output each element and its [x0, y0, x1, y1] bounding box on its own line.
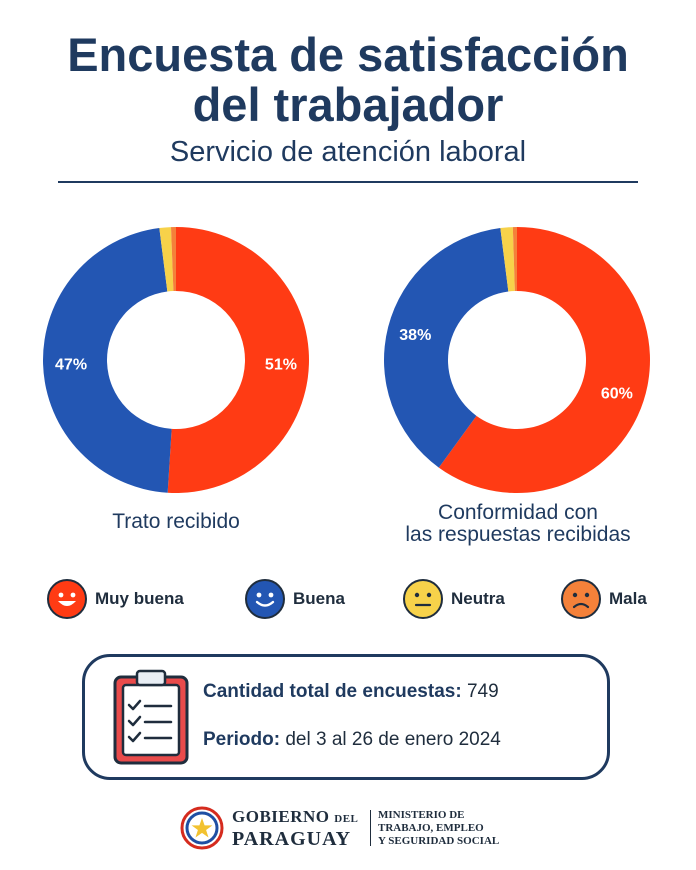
legend-label-buena: Buena [293, 589, 345, 608]
chart-1-label-line: Trato recibido [112, 510, 240, 533]
gob-del: DEL [334, 813, 359, 825]
chart-2-slice-neutra [500, 227, 515, 292]
sad-face-icon [561, 579, 601, 619]
min-line-2: TRABAJO, EMPLEO [378, 822, 484, 834]
chart-2-label-line-1: Conformidad con [438, 501, 598, 524]
chart-1-label: Trato recibido [56, 511, 296, 533]
paraguay-seal-icon [180, 806, 224, 850]
page-title: Encuesta de satisfacción del trabajador [0, 30, 696, 130]
legend-label-muy-buena: Muy buena [95, 589, 184, 608]
min-line-3: Y SEGURIDAD SOCIAL [378, 835, 500, 847]
chart-2-slice-muy-buena [438, 227, 650, 493]
survey-period-value: del 3 al 26 de enero 2024 [285, 729, 501, 750]
chart-2-data-label-1: 60% [601, 385, 633, 402]
title-divider [58, 181, 638, 183]
footer-logos: GOBIERNO DEL PARAGUAY MINISTERIO DE TRAB… [180, 806, 540, 850]
total-surveys-value: 749 [466, 681, 499, 702]
ministerio-logo-text: MINISTERIO DE TRABAJO, EMPLEO Y SEGURIDA… [378, 809, 499, 848]
page-subtitle: Servicio de atención laboral [169, 136, 527, 168]
donut-charts: 51% 47% 60% 38% [43, 227, 650, 493]
survey-info-box: Cantidad total de encuestas: 749 Periodo… [82, 654, 610, 780]
chart-1-data-label-1: 51% [265, 356, 297, 373]
happy-face-icon [47, 579, 87, 619]
legend-label-mala: Mala [609, 589, 647, 608]
chart-1-slice-buena [43, 228, 172, 493]
smile-face-icon [245, 579, 285, 619]
chart-2-slice-buena [384, 228, 509, 468]
total-surveys-label: Cantidad total de encuestas: [203, 681, 462, 702]
chart-2-label: Conformidad con las respuestas recibidas [368, 502, 668, 546]
min-line-1: MINISTERIO DE [378, 809, 465, 821]
chart-2-data-label-2: 38% [399, 327, 431, 344]
chart-1-slice-muy-buena [167, 227, 310, 493]
legend-label-neutra: Neutra [451, 589, 505, 608]
survey-period: Periodo: del 3 al 26 de enero 2024 [203, 729, 501, 751]
legend-item-buena: Buena [244, 574, 345, 624]
legend-item-muy-buena: Muy buena [46, 574, 184, 624]
legend-item-neutra: Neutra [402, 574, 505, 624]
neutral-face-icon [403, 579, 443, 619]
chart-1-data-label-2: 47% [55, 356, 87, 373]
chart-2-slice-mala [512, 227, 517, 292]
title-line-1: Encuesta de satisfacción [67, 28, 629, 81]
legend-item-mala: Mala [560, 574, 647, 624]
title-line-2: del trabajador [192, 78, 504, 131]
clipboard-checklist-icon [113, 669, 189, 765]
chart-2-label-line-2: las respuestas recibidas [405, 523, 631, 546]
chart-1-slice-neutra [159, 227, 174, 292]
total-surveys: Cantidad total de encuestas: 749 [203, 681, 499, 703]
survey-period-label: Periodo: [203, 729, 281, 750]
gob-line-1: GOBIERNO [232, 807, 330, 826]
gob-line-2: PARAGUAY [232, 828, 352, 850]
gobierno-logo-text: GOBIERNO DEL PARAGUAY [232, 807, 358, 849]
chart-1-slice-mala [170, 227, 176, 292]
footer-separator [370, 810, 371, 846]
